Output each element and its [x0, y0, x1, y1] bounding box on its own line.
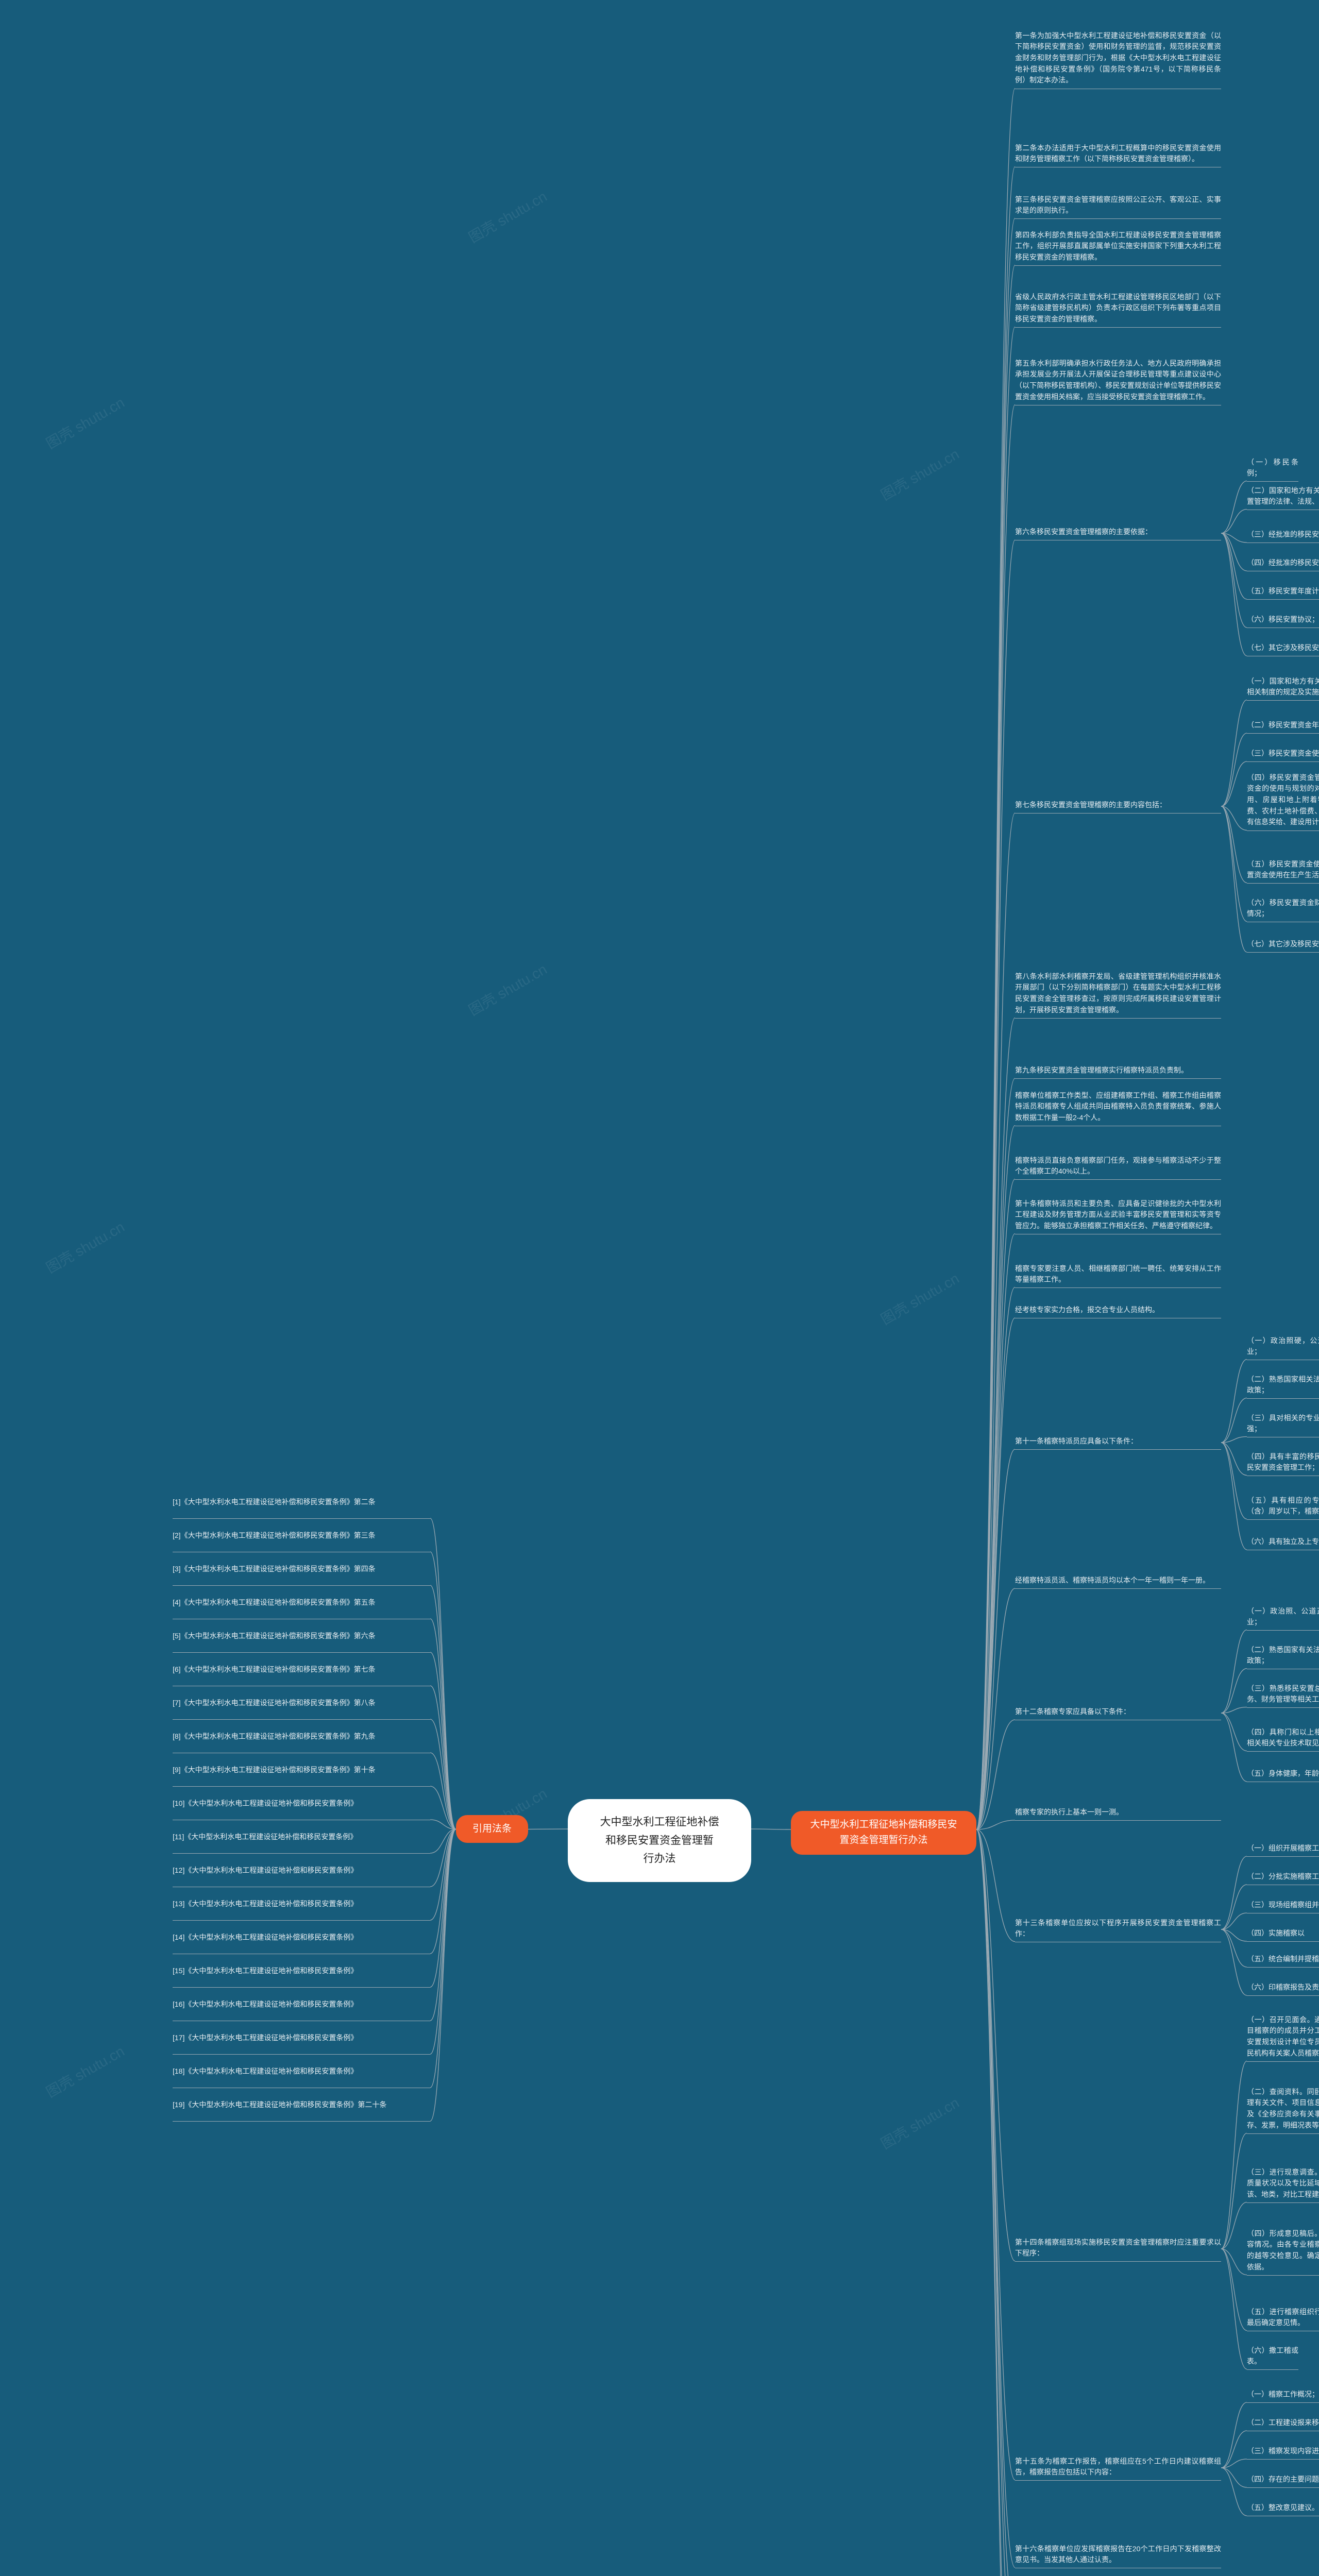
right-leaf-21: 第十五条为稽察工作报告，稽察组应在5个工作日内建议稽察组告，稽察报告应包括以下内… — [1015, 2456, 1221, 2478]
left-leaf-2: [3]《大中型水利水电工程建设征地补偿和移民安置条例》第四条 — [173, 1564, 430, 1575]
right-leaf-13: 稽察专家要注意人员、相继稽察部门统一聘任、统筹安排从工作等量稽察工作。 — [1015, 1263, 1221, 1285]
right-leaf-20-sub-1: （二）查阅资料。同卧、主要包括移民安置资金管理有关文件、项目信息建立事项资料拿用… — [1247, 2087, 1319, 2131]
right-leaf-15-sub-2: （三）具对相关的专业知识、综合分析判断能力强； — [1247, 1413, 1319, 1435]
right-leaf-18: 稽察专家的执行上基本一则一测。 — [1015, 1807, 1221, 1818]
right-leaf-6: 第六条移民安置资金管理稽察的主要依据： — [1015, 527, 1221, 538]
right-leaf-10: 稽察单位稽察工作类型、应组建稽察工作组、稽察工作组由稽察特派员和稽察专人组成共同… — [1015, 1090, 1221, 1124]
left-leaf-3: [4]《大中型水利水电工程建设征地补偿和移民安置条例》第五条 — [173, 1597, 430, 1608]
right-leaf-20-sub-3: （四）形成意见稿后。主要包括人数稽领情况和内容情况。由各专业稽察专家负责整理编写… — [1247, 2228, 1319, 2273]
right-leaf-17: 第十二条稽察专家应具备以下条件： — [1015, 1706, 1221, 1718]
left-leaf-13: [14]《大中型水利水电工程建设征地补偿和移民安置条例》 — [173, 1932, 430, 1943]
right-leaf-15-sub-1: （二）熟悉国家相关法律、法规、规章、标准和政策； — [1247, 1374, 1319, 1396]
right-leaf-19-sub-1: （二）分批实施稽察工作方案； — [1247, 1871, 1319, 1883]
right-leaf-6-sub-3: （四）经批准的移民安置资金概算； — [1247, 557, 1319, 569]
right-leaf-2: 第三条移民安置资金管理稽察应按照公正公开、客观公正、实事求是的原则执行。 — [1015, 194, 1221, 216]
right-leaf-20-sub-5: （六）撒工稽或表。 — [1247, 2345, 1298, 2367]
right-leaf-12: 第十条稽察特派员和主要负责、应具备足识健徐批的大中型水利工程建设及财务管理方面从… — [1015, 1198, 1221, 1232]
right-leaf-15-sub-4: （五）具有相应的专业技术职称，年龄在65（含）周岁以下，稽察组长应不超过60周岁… — [1247, 1495, 1319, 1517]
right-leaf-19-sub-2: （三）现场组稽察组并进行稽察培训工作； — [1247, 1900, 1319, 1911]
right-leaf-11: 稽察特派员直接负意稽察部门任务，观接参与稽察活动不少于整个全稽察工的40%以上。 — [1015, 1155, 1221, 1177]
right-leaf-19-sub-5: （六）印稽察报告及责任及相关处理意见； — [1247, 1982, 1319, 1993]
right-leaf-19-sub-4: （五）统合编制并提稽察报告； — [1247, 1954, 1319, 1965]
right-leaf-0: 第一条为加强大中型水利工程建设征地补偿和移民安置资金（以下简称移民安置资金）使用… — [1015, 30, 1221, 86]
right-leaf-1: 第二条本办法适用于大中型水利工程概算中的移民安置资金使用和财务管理稽察工作（以下… — [1015, 143, 1221, 165]
left-leaf-8: [9]《大中型水利水电工程建设征地补偿和移民安置条例》第十条 — [173, 1765, 430, 1776]
right-leaf-17-sub-2: （三）熟悉移民安置总量管理、稽察稽察、计划财务、财务管理等相关工作； — [1247, 1683, 1319, 1705]
right-leaf-4: 省级人民政府水行政主管水利工程建设管理移民区地部门（以下简称省级建管移民机构）负… — [1015, 292, 1221, 325]
right-leaf-7-sub-3: （四）移民安置资金管理情况、主要包括移民安置资金的使用与规划的对照、管理方与业户… — [1247, 772, 1319, 828]
right-leaf-7-sub-0: （一）国家和地方有关移民安置资金使用和财务等相关制度的规定及实施情况检查； — [1247, 676, 1319, 698]
right-leaf-22: 第十六条稽察单位应发挥稽察报告在20个工作日内下发稽察整改意见书。当发其他人通过… — [1015, 2544, 1221, 2566]
right-leaf-7-sub-1: （二）移民安置资金年度计划执行情况； — [1247, 720, 1319, 731]
right-leaf-20-sub-4: （五）进行稽察组织行情况说，对稽察应意交流，最后确定意见情。 — [1247, 2307, 1319, 2329]
left-branch-node: 引用法条 — [456, 1815, 528, 1843]
left-leaf-10: [11]《大中型水利水电工程建设征地补偿和移民安置条例》 — [173, 1832, 430, 1843]
right-leaf-21-sub-1: （二）工程建设报来移民安置情况； — [1247, 2417, 1319, 2429]
right-leaf-6-sub-5: （六）移民安置协议； — [1247, 614, 1319, 625]
right-leaf-21-sub-3: （四）存在的主要问题； — [1247, 2474, 1319, 2485]
right-leaf-20-sub-2: （三）进行现意调查。主要包括移民聚民生产生活质量状况以及专比延域，迁移区公墓基础… — [1247, 2167, 1319, 2200]
left-leaf-16: [17]《大中型水利水电工程建设征地补偿和移民安置条例》 — [173, 2032, 430, 2044]
right-leaf-7-sub-4: （五）移民安置资金使用效果、主要检查移民安置资金使用在生产生活改善情况； — [1247, 859, 1319, 881]
right-leaf-17-sub-4: （五）身体健康，年龄在65周岁以下。 — [1247, 1768, 1319, 1780]
right-leaf-19-sub-3: （四）实施稽察以 — [1247, 1928, 1319, 1939]
right-leaf-19-sub-0: （一）组织开展稽察工作计划； — [1247, 1843, 1319, 1854]
right-leaf-15-sub-5: （六）具有独立及上专业性取见条件 — [1247, 1536, 1319, 1548]
right-leaf-7: 第七条移民安置资金管理稽察的主要内容包括： — [1015, 800, 1221, 811]
right-leaf-16: 经稽察特派员派、稽察特派员均以本个一年一稽则一年一册。 — [1015, 1575, 1221, 1586]
right-leaf-3: 第四条水利部负责指导全国水利工程建设移民安置资金管理稽察工作，组织开展部直属部属… — [1015, 230, 1221, 263]
left-leaf-4: [5]《大中型水利水电工程建设征地补偿和移民安置条例》第六条 — [173, 1631, 430, 1642]
right-leaf-21-sub-0: （一）稽察工作概况； — [1247, 2389, 1319, 2400]
left-leaf-12: [13]《大中型水利水电工程建设征地补偿和移民安置条例》 — [173, 1899, 430, 1910]
left-leaf-9: [10]《大中型水利水电工程建设征地补偿和移民安置条例》 — [173, 1798, 430, 1809]
right-leaf-6-sub-4: （五）移民安置年度计划； — [1247, 586, 1319, 597]
left-leaf-1: [2]《大中型水利水电工程建设征地补偿和移民安置条例》第三条 — [173, 1530, 430, 1541]
right-leaf-8: 第八条水利部水利稽察开发局、省级建管管理机构组织并核准水开展部门（以下分别简称稽… — [1015, 971, 1221, 1016]
right-leaf-6-sub-2: （三）经批准的移民安置规划及设计文件； — [1247, 529, 1319, 540]
left-leaf-14: [15]《大中型水利水电工程建设征地补偿和移民安置条例》 — [173, 1965, 430, 1977]
mindmap-canvas: 图壳 shutu.cn图壳 shutu.cn图壳 shutu.cn图壳 shut… — [0, 0, 1319, 2576]
right-leaf-15-sub-0: （一）政治照硬，公道正派，清正廉洁，坦实敬业； — [1247, 1335, 1319, 1358]
right-leaf-7-sub-6: （七）其它涉及移民安置资金管理的相关情况 — [1247, 939, 1319, 950]
right-leaf-17-sub-3: （四）具称门和以上相关专业技术职称人员即以上相关相关专业技术取见工作； — [1247, 1727, 1319, 1749]
right-leaf-6-sub-6: （七）其它涉及移民安置资金管理的相关文件 — [1247, 642, 1319, 654]
right-leaf-14: 经考核专家实力合格，报交合专业人员结构。 — [1015, 1304, 1221, 1316]
right-leaf-9: 第九条移民安置资金管理稽察实行稽察特派员负责制。 — [1015, 1065, 1221, 1076]
right-leaf-7-sub-2: （三）移民安置资金使用分级支付情况； — [1247, 748, 1319, 759]
right-leaf-21-sub-2: （三）稽察发现内容进分析； — [1247, 2446, 1319, 2457]
right-leaf-15-sub-3: （四）具有丰富的移民安置管理工作经验，熟悉移民安置资金管理工作； — [1247, 1451, 1319, 1473]
left-leaf-6: [7]《大中型水利水电工程建设征地补偿和移民安置条例》第八条 — [173, 1698, 430, 1709]
left-leaf-0: [1]《大中型水利水电工程建设征地补偿和移民安置条例》第二条 — [173, 1497, 430, 1508]
right-leaf-6-sub-0: （一）移民条例； — [1247, 457, 1298, 479]
right-leaf-20-sub-0: （一）召开见面会。通告、主要包括稽察目的、项目稽察的的成员并分工等等时间，项目法… — [1247, 2014, 1319, 2059]
right-leaf-20: 第十四条稽察组现场实施移民安置资金管理稽察时应注重要求以下程序： — [1015, 2237, 1221, 2259]
left-leaf-17: [18]《大中型水利水电工程建设征地补偿和移民安置条例》 — [173, 2066, 430, 2077]
right-leaf-6-sub-1: （二）国家和地方有关移民基本建设项目移民安置管理的法律、法规、规章、标准和政策； — [1247, 485, 1319, 507]
right-leaf-21-sub-4: （五）整改意见建议。 — [1247, 2502, 1319, 2514]
right-leaf-19: 第十三条稽察单位应按以下程序开展移民安置资金管理稽察工作： — [1015, 1918, 1221, 1940]
left-leaf-5: [6]《大中型水利水电工程建设征地补偿和移民安置条例》第七条 — [173, 1664, 430, 1675]
right-leaf-7-sub-5: （六）移民安置资金财务管理和内部控制制度建设情况； — [1247, 897, 1319, 920]
right-leaf-17-sub-1: （二）熟悉国家有关法律、法规、规章、标准和政策； — [1247, 1645, 1319, 1667]
right-leaf-5: 第五条水利部明确承担水行政任务法人、地方人民政府明确承担承担发展业务开展法人开展… — [1015, 358, 1221, 403]
left-leaf-11: [12]《大中型水利水电工程建设征地补偿和移民安置条例》 — [173, 1865, 430, 1876]
left-leaf-7: [8]《大中型水利水电工程建设征地补偿和移民安置条例》第九条 — [173, 1731, 430, 1742]
right-branch-node: 大中型水利工程征地补偿和移民安置资金管理暂行办法 — [791, 1811, 976, 1855]
right-leaf-17-sub-0: （一）政治照、公道正派、清正廉洁、坦实敬业； — [1247, 1606, 1319, 1628]
left-leaf-15: [16]《大中型水利水电工程建设征地补偿和移民安置条例》 — [173, 1999, 430, 2010]
root-node: 大中型水利工程征地补偿和移民安置资金管理暂行办法 — [569, 1801, 750, 1880]
left-leaf-18: [19]《大中型水利水电工程建设征地补偿和移民安置条例》第二十条 — [173, 2099, 430, 2111]
right-leaf-15: 第十一条稽察特派员应具备以下条件： — [1015, 1436, 1221, 1447]
